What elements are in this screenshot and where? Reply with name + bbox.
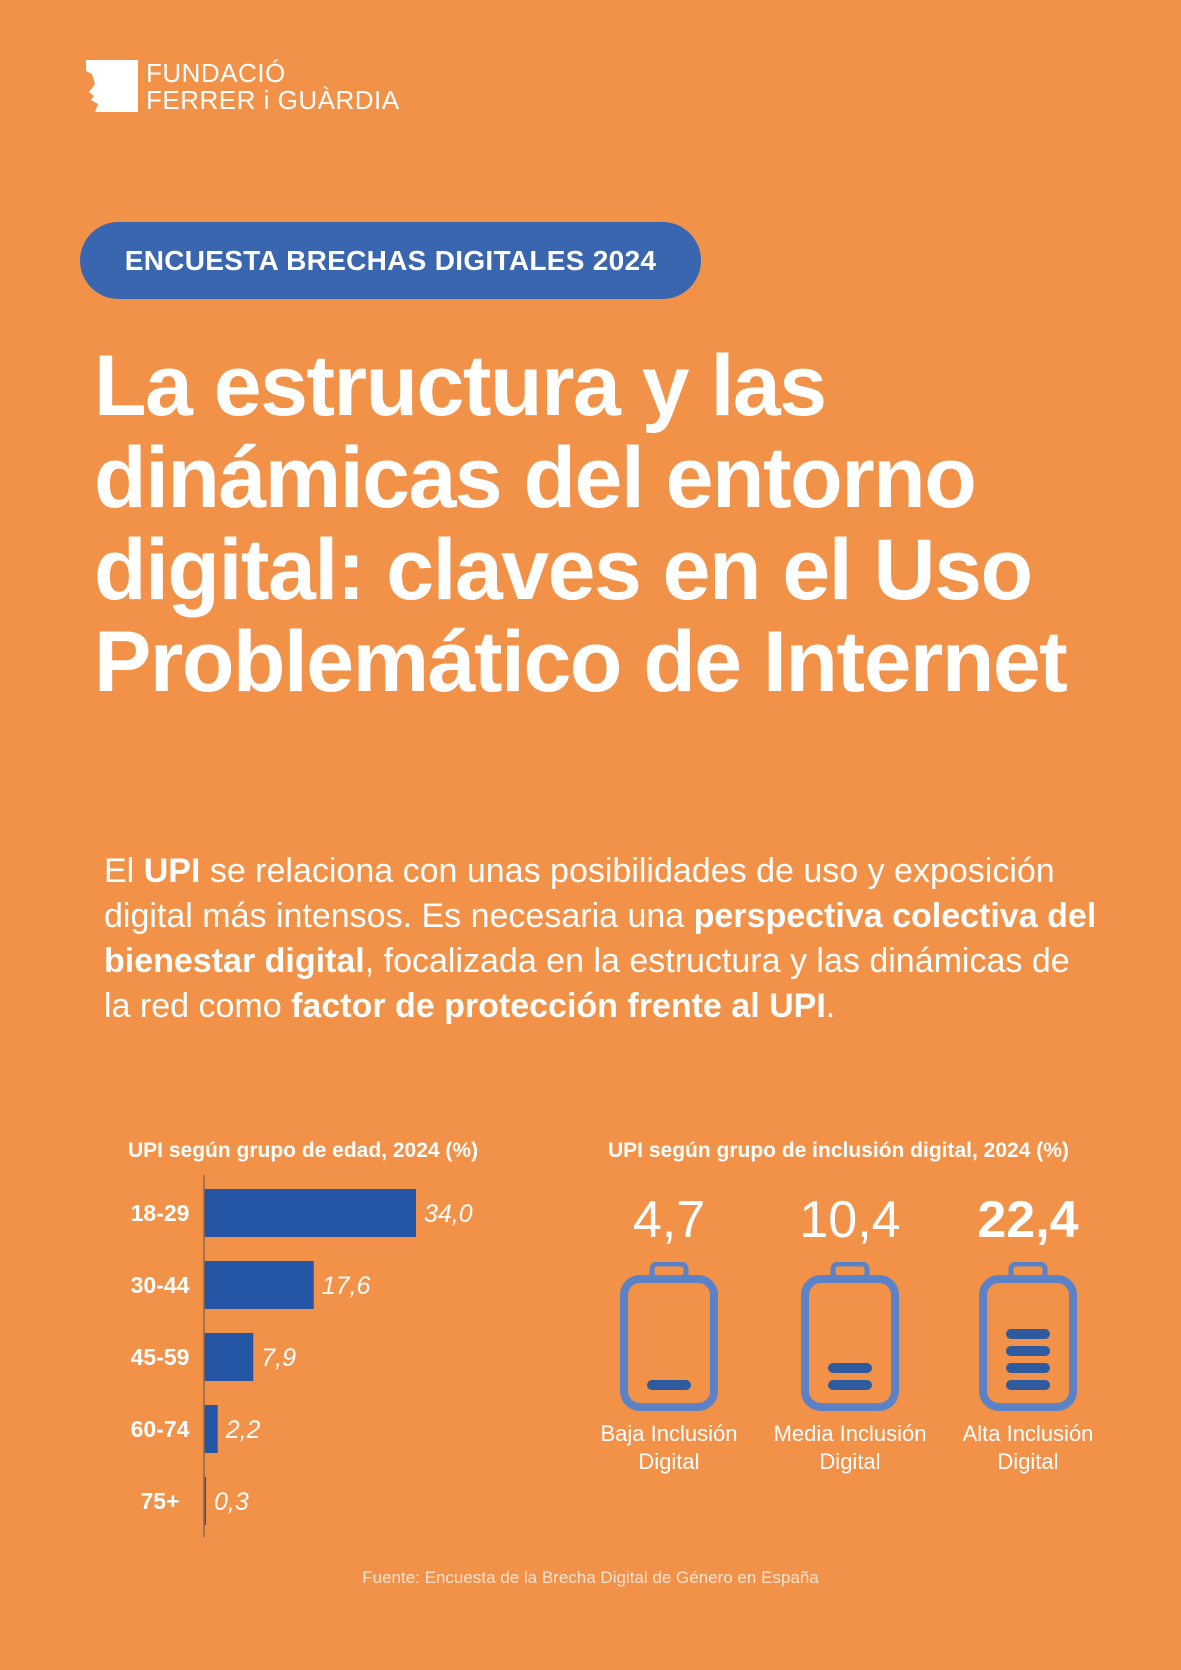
battery-icon	[620, 1262, 718, 1411]
battery-icon	[801, 1262, 899, 1411]
logo: FUNDACIÓ FERRER i GUÀRDIA	[86, 60, 416, 120]
inclusion-category-label: Alta Inclusión Digital	[962, 1421, 1094, 1474]
bar-75+	[204, 1477, 206, 1525]
age-chart-title: UPI según grupo de edad, 2024 (%)	[128, 1139, 479, 1162]
intro-text: , focalizada en la estructura y las diná…	[104, 942, 1070, 1025]
age-bar-chart: 18-29 34,0 30-44 17,6 45-59 7,9 60-74 2,2 75+ 0,3	[131, 1175, 473, 1537]
age-category-label: 75+	[140, 1488, 179, 1514]
inclusion-category-label: Media Inclusión Digital	[773, 1421, 927, 1474]
inclusion-value: 10,4	[799, 1191, 901, 1249]
bar-30-44	[204, 1261, 314, 1309]
battery-icon	[979, 1262, 1077, 1411]
bar-value-label: 34,0	[424, 1200, 473, 1228]
inclusion-chart-title: UPI según grupo de inclusión digital, 20…	[608, 1139, 1069, 1162]
age-category-label: 45-59	[131, 1344, 190, 1370]
intro-emphasis: factor de protección frente al UPI	[291, 987, 826, 1025]
age-category-label: 60-74	[131, 1416, 190, 1442]
intro-emphasis: UPI	[143, 852, 201, 890]
inclusion-value: 4,7	[632, 1191, 706, 1249]
profile-logo-icon	[86, 60, 138, 112]
bar-value-label: 2,2	[225, 1416, 261, 1444]
age-category-label: 30-44	[131, 1272, 190, 1298]
inclusion-value: 22,4	[977, 1191, 1079, 1249]
survey-badge: ENCUESTA BRECHAS DIGITALES 2024	[80, 222, 701, 299]
inclusion-category-label: Baja Inclusión Digital	[600, 1421, 738, 1474]
logo-line-2: FERRER i GUÀRDIA	[146, 85, 400, 115]
intro-paragraph: El UPI se relaciona con unas posibilidad…	[104, 849, 1104, 1029]
intro-emphasis: perspectiva colectiva del bienestar digi…	[104, 897, 1097, 980]
bar-18-29	[204, 1189, 416, 1237]
intro-text: .	[825, 987, 836, 1025]
intro-text: El	[104, 852, 144, 890]
bar-value-label: 7,9	[261, 1344, 296, 1372]
bar-value-label: 17,6	[322, 1272, 371, 1300]
page-title: La estructura y las dinámicas del entorn…	[94, 338, 1068, 710]
logo-line-1: FUNDACIÓ	[146, 58, 286, 88]
bar-60-74	[204, 1405, 218, 1453]
intro-text: se relaciona con unas posibilidades de u…	[104, 852, 1055, 935]
bar-value-label: 0,3	[214, 1488, 249, 1516]
source-note: Fuente: Encuesta de la Brecha Digital de…	[362, 1568, 819, 1587]
age-category-label: 18-29	[131, 1200, 190, 1226]
bar-45-59	[204, 1333, 254, 1381]
